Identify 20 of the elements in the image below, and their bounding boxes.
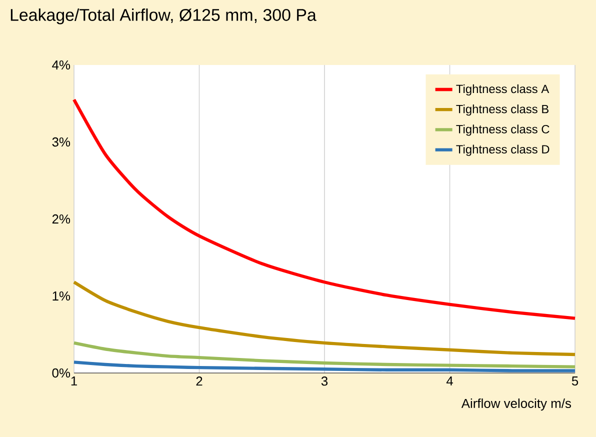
chart-title: Leakage/Total Airflow, Ø125 mm, 300 Pa (10, 8, 316, 24)
y-tick-label: 1% (52, 291, 70, 301)
x-tick-label: 5 (572, 376, 578, 386)
x-tick-label: 4 (446, 376, 453, 386)
line-series (72, 280, 577, 356)
line-series (72, 360, 577, 372)
x-tick-label: 1 (71, 376, 77, 386)
legend-label: Tightness class B (456, 104, 549, 116)
legend-label: Tightness class C (456, 124, 550, 136)
y-tick-label: 4% (52, 60, 70, 70)
line-series (72, 341, 577, 368)
x-axis-title: Airflow velocity m/s (461, 398, 572, 411)
y-tick-label: 0% (52, 368, 70, 378)
y-tick-label: 3% (52, 137, 70, 147)
y-tick-label: 2% (52, 214, 70, 224)
x-tick-label: 3 (321, 376, 328, 386)
legend-label: Tightness class A (456, 84, 550, 96)
x-tick-label: 2 (196, 376, 202, 386)
legend-label: Tightness class D (456, 144, 550, 156)
line-series (72, 98, 577, 320)
